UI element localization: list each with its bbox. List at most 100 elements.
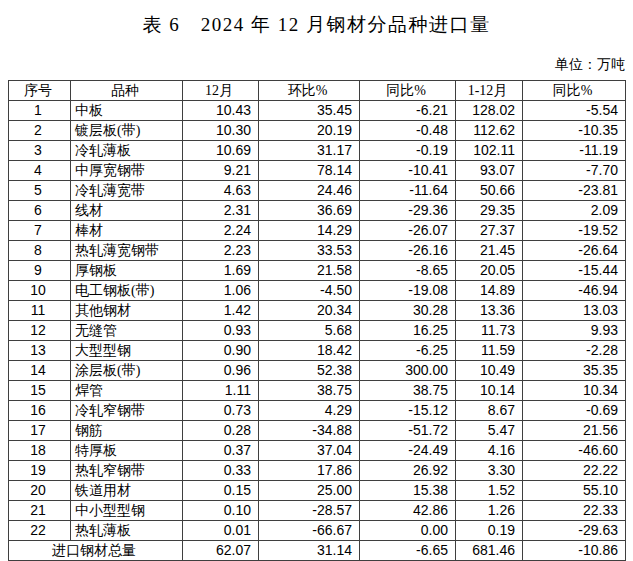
jan-to-dec-value-cell: 1.52 [456, 481, 523, 501]
header-serial-number: 序号 [9, 81, 71, 101]
variety-cell: 热轧薄宽钢带 [71, 241, 183, 261]
ytd-yoy-percent-cell: -23.81 [523, 181, 626, 201]
serial-number-cell: 2 [9, 121, 71, 141]
variety-cell: 中小型型钢 [71, 501, 183, 521]
table-row: 13大型型钢0.9018.42-6.2511.59-2.28 [9, 341, 626, 361]
header-december: 12月 [183, 81, 259, 101]
yoy-percent-cell: -6.21 [360, 101, 456, 121]
total-row: 进口钢材总量 62.07 31.14 -6.65 681.46 -10.86 [9, 541, 626, 561]
december-value-cell: 1.06 [183, 281, 259, 301]
serial-number-cell: 21 [9, 501, 71, 521]
unit-label: 单位：万吨 [0, 56, 633, 74]
ytd-yoy-percent-cell: -26.64 [523, 241, 626, 261]
jan-to-dec-value-cell: 102.11 [456, 141, 523, 161]
december-value-cell: 10.30 [183, 121, 259, 141]
total-yoy-percent: -6.65 [360, 541, 456, 561]
ytd-yoy-percent-cell: -10.35 [523, 121, 626, 141]
total-mom-percent: 31.14 [259, 541, 360, 561]
serial-number-cell: 10 [9, 281, 71, 301]
jan-to-dec-value-cell: 10.49 [456, 361, 523, 381]
serial-number-cell: 14 [9, 361, 71, 381]
variety-cell: 厚钢板 [71, 261, 183, 281]
variety-cell: 电工钢板(带) [71, 281, 183, 301]
serial-number-cell: 17 [9, 421, 71, 441]
mom-percent-cell: 78.14 [259, 161, 360, 181]
steel-import-table: 序号 品种 12月 环比% 同比% 1-12月 同比% 1中板10.4335.4… [8, 80, 626, 561]
yoy-percent-cell: -15.12 [360, 401, 456, 421]
jan-to-dec-value-cell: 29.35 [456, 201, 523, 221]
december-value-cell: 0.73 [183, 401, 259, 421]
table-row: 20铁道用材0.1525.0015.381.5255.10 [9, 481, 626, 501]
ytd-yoy-percent-cell: -46.60 [523, 441, 626, 461]
yoy-percent-cell: 42.86 [360, 501, 456, 521]
mom-percent-cell: 18.42 [259, 341, 360, 361]
december-value-cell: 0.28 [183, 421, 259, 441]
mom-percent-cell: 21.58 [259, 261, 360, 281]
table-header-row: 序号 品种 12月 环比% 同比% 1-12月 同比% [9, 81, 626, 101]
december-value-cell: 0.15 [183, 481, 259, 501]
yoy-percent-cell: -26.16 [360, 241, 456, 261]
december-value-cell: 10.43 [183, 101, 259, 121]
jan-to-dec-value-cell: 8.67 [456, 401, 523, 421]
ytd-yoy-percent-cell: 2.09 [523, 201, 626, 221]
ytd-yoy-percent-cell: 35.35 [523, 361, 626, 381]
serial-number-cell: 5 [9, 181, 71, 201]
yoy-percent-cell: 0.00 [360, 521, 456, 541]
yoy-percent-cell: -8.65 [360, 261, 456, 281]
december-value-cell: 0.33 [183, 461, 259, 481]
variety-cell: 中厚宽钢带 [71, 161, 183, 181]
december-value-cell: 0.93 [183, 321, 259, 341]
variety-cell: 铁道用材 [71, 481, 183, 501]
jan-to-dec-value-cell: 1.26 [456, 501, 523, 521]
variety-cell: 冷轧薄板 [71, 141, 183, 161]
table-row: 3冷轧薄板10.6931.17-0.19102.11-11.19 [9, 141, 626, 161]
table-row: 9厚钢板1.6921.58-8.6520.05-15.44 [9, 261, 626, 281]
table-row: 14涂层板(带)0.9652.38300.0010.4935.35 [9, 361, 626, 381]
variety-cell: 热轧窄钢带 [71, 461, 183, 481]
mom-percent-cell: -34.88 [259, 421, 360, 441]
yoy-percent-cell: 16.25 [360, 321, 456, 341]
yoy-percent-cell: 30.28 [360, 301, 456, 321]
table-row: 5冷轧薄宽带4.6324.46-11.6450.66-23.81 [9, 181, 626, 201]
mom-percent-cell: -66.67 [259, 521, 360, 541]
table-row: 17钢筋0.28-34.88-51.725.4721.56 [9, 421, 626, 441]
yoy-percent-cell: 26.92 [360, 461, 456, 481]
december-value-cell: 0.01 [183, 521, 259, 541]
serial-number-cell: 1 [9, 101, 71, 121]
yoy-percent-cell: 38.75 [360, 381, 456, 401]
ytd-yoy-percent-cell: -7.70 [523, 161, 626, 181]
mom-percent-cell: 36.69 [259, 201, 360, 221]
table-row: 8热轧薄宽钢带2.2333.53-26.1621.45-26.64 [9, 241, 626, 261]
serial-number-cell: 8 [9, 241, 71, 261]
december-value-cell: 0.96 [183, 361, 259, 381]
table-row: 6线材2.3136.69-29.3629.352.09 [9, 201, 626, 221]
variety-cell: 冷轧窄钢带 [71, 401, 183, 421]
table-row: 10电工钢板(带)1.06-4.50-19.0814.89-46.94 [9, 281, 626, 301]
jan-to-dec-value-cell: 93.07 [456, 161, 523, 181]
december-value-cell: 9.21 [183, 161, 259, 181]
table-row: 7棒材2.2414.29-26.0727.37-19.52 [9, 221, 626, 241]
jan-to-dec-value-cell: 50.66 [456, 181, 523, 201]
variety-cell: 冷轧薄宽带 [71, 181, 183, 201]
jan-to-dec-value-cell: 112.62 [456, 121, 523, 141]
jan-to-dec-value-cell: 128.02 [456, 101, 523, 121]
ytd-yoy-percent-cell: 22.22 [523, 461, 626, 481]
jan-to-dec-value-cell: 27.37 [456, 221, 523, 241]
jan-to-dec-value-cell: 20.05 [456, 261, 523, 281]
yoy-percent-cell: -24.49 [360, 441, 456, 461]
december-value-cell: 0.37 [183, 441, 259, 461]
variety-cell: 钢筋 [71, 421, 183, 441]
mom-percent-cell: 37.04 [259, 441, 360, 461]
table-body: 1中板10.4335.45-6.21128.02-5.542镀层板(带)10.3… [9, 101, 626, 541]
variety-cell: 大型型钢 [71, 341, 183, 361]
yoy-percent-cell: -0.48 [360, 121, 456, 141]
december-value-cell: 0.90 [183, 341, 259, 361]
table-row: 18特厚板0.3737.04-24.494.16-46.60 [9, 441, 626, 461]
mom-percent-cell: 25.00 [259, 481, 360, 501]
yoy-percent-cell: -6.25 [360, 341, 456, 361]
yoy-percent-cell: -29.36 [360, 201, 456, 221]
variety-cell: 线材 [71, 201, 183, 221]
december-value-cell: 10.69 [183, 141, 259, 161]
yoy-percent-cell: -26.07 [360, 221, 456, 241]
header-ytd-yoy-percent: 同比% [523, 81, 626, 101]
